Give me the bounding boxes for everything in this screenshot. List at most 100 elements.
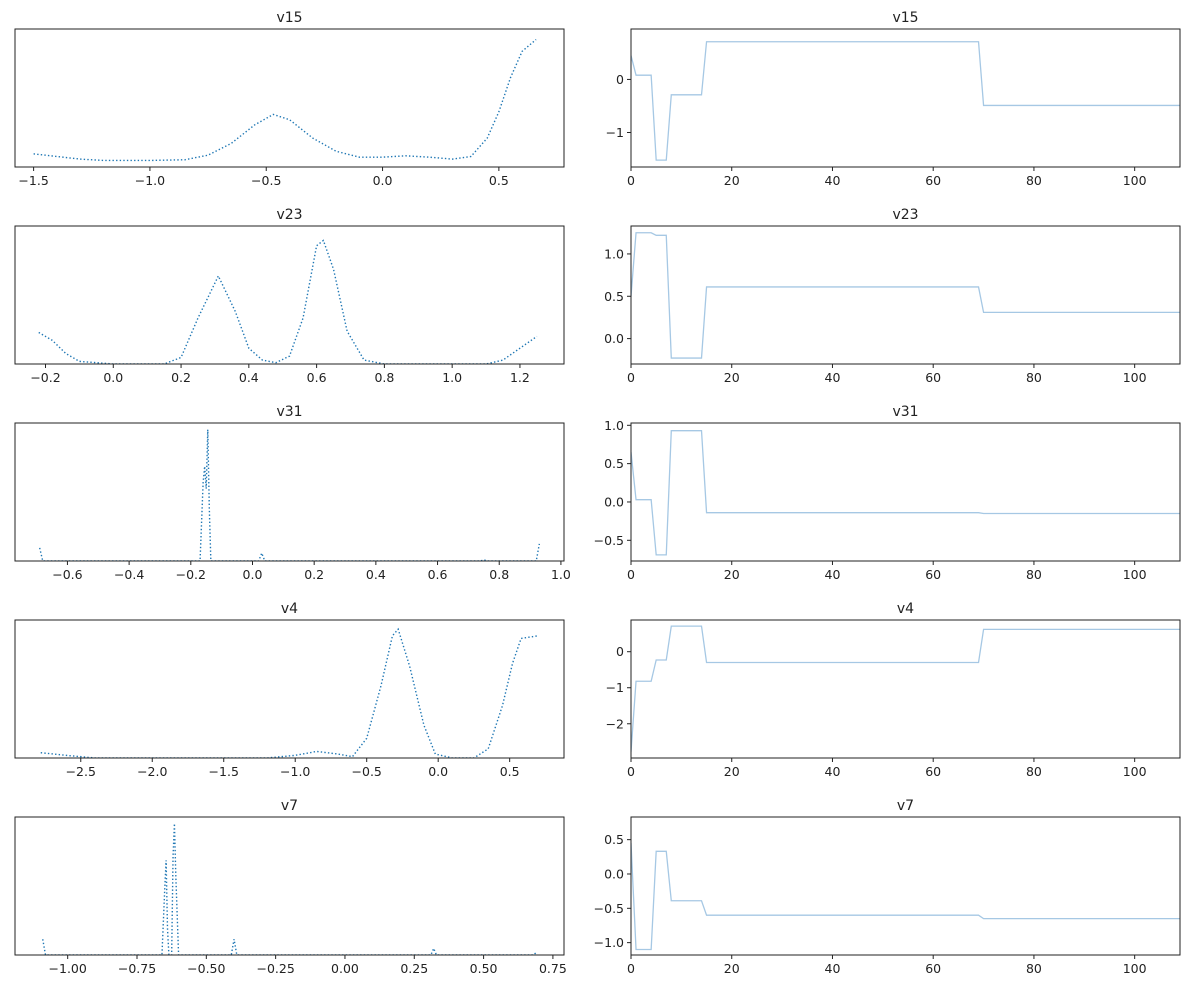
x-tick-label: 80 bbox=[1026, 764, 1042, 779]
y-tick-label: −1 bbox=[606, 125, 624, 140]
x-tick-label: 0.50 bbox=[470, 961, 498, 976]
x-tick-label: 0.2 bbox=[304, 567, 324, 582]
axes-frame bbox=[14, 816, 565, 956]
x-tick-label: 0.0 bbox=[428, 764, 448, 779]
subplot-title: v23 bbox=[892, 207, 918, 223]
x-tick-label: 1.2 bbox=[510, 370, 530, 385]
y-tick-label: 0.0 bbox=[604, 331, 624, 346]
x-tick-label: 1.0 bbox=[551, 567, 571, 582]
subplot-title: v7 bbox=[281, 798, 298, 814]
axes-frame bbox=[630, 619, 1181, 759]
kde-line bbox=[38, 429, 541, 561]
axes-frame bbox=[14, 225, 565, 365]
y-tick-label: 1.0 bbox=[604, 246, 624, 261]
x-tick-label: 40 bbox=[825, 370, 841, 385]
subplot-v23-trace: v23 0 20 40 60 80 100 1.0 0.5 0.0 bbox=[604, 207, 1181, 385]
x-tick-label: 60 bbox=[925, 567, 941, 582]
y-tick-label: 0.5 bbox=[604, 289, 624, 304]
x-tick-label: 20 bbox=[724, 370, 740, 385]
x-tick-label: −0.75 bbox=[118, 961, 156, 976]
subplot-v7-trace: v7 0 20 40 60 80 100 0.5 0.0 −0.5 −1.0 bbox=[594, 798, 1181, 976]
y-tick-label: 0.0 bbox=[604, 494, 624, 509]
kde-line bbox=[38, 239, 538, 364]
x-tick-label: 0 bbox=[627, 961, 635, 976]
subplot-v31-density: v31 −0.6 −0.4 −0.2 0.0 0.2 0.4 0.6 0.8 1.0 bbox=[14, 404, 571, 582]
x-tick-label: −0.25 bbox=[256, 961, 294, 976]
subplot-title: v4 bbox=[897, 601, 914, 617]
x-tick-label: 80 bbox=[1026, 370, 1042, 385]
y-tick-label: 0.5 bbox=[604, 456, 624, 471]
x-tick-label: −0.2 bbox=[30, 370, 60, 385]
x-tick-label: 40 bbox=[825, 961, 841, 976]
trace-line bbox=[631, 843, 1180, 951]
x-tick-label: −1.00 bbox=[49, 961, 87, 976]
x-tick-label: 100 bbox=[1123, 764, 1147, 779]
x-tick-label: 100 bbox=[1123, 961, 1147, 976]
x-tick-label: 80 bbox=[1026, 173, 1042, 188]
x-tick-label: −1.5 bbox=[209, 764, 239, 779]
x-tick-label: 0 bbox=[627, 173, 635, 188]
x-tick-label: 20 bbox=[724, 173, 740, 188]
x-tick-label: −1.0 bbox=[135, 173, 165, 188]
trace-line bbox=[631, 430, 1180, 556]
subplot-title: v31 bbox=[892, 404, 918, 420]
x-tick-label: 0 bbox=[627, 764, 635, 779]
y-tick-label: 0.5 bbox=[604, 832, 624, 847]
y-tick-label: −1.0 bbox=[594, 935, 624, 950]
x-tick-label: 40 bbox=[825, 173, 841, 188]
x-tick-label: 0.5 bbox=[489, 173, 509, 188]
x-tick-label: 40 bbox=[825, 567, 841, 582]
x-tick-label: 40 bbox=[825, 764, 841, 779]
subplot-v15-density: v15 −1.5 −1.0 −0.5 0.0 0.5 bbox=[14, 10, 565, 188]
x-tick-label: 60 bbox=[925, 173, 941, 188]
x-tick-label: 0.00 bbox=[331, 961, 359, 976]
x-tick-label: −2.5 bbox=[66, 764, 96, 779]
x-tick-label: 0 bbox=[627, 567, 635, 582]
subplot-v4-trace: v4 0 20 40 60 80 100 0 −1 −2 bbox=[606, 601, 1181, 779]
x-tick-label: 0.25 bbox=[400, 961, 428, 976]
x-tick-label: 20 bbox=[724, 567, 740, 582]
x-tick-label: −1.0 bbox=[280, 764, 310, 779]
subplot-title: v31 bbox=[276, 404, 302, 420]
subplot-v23-density: v23 −0.2 0.0 0.2 0.4 0.6 0.8 1.0 1.2 bbox=[14, 207, 565, 385]
x-tick-label: 60 bbox=[925, 370, 941, 385]
axes-frame bbox=[14, 28, 565, 168]
y-tick-label: −2 bbox=[606, 716, 624, 731]
axes-frame bbox=[630, 422, 1181, 562]
x-tick-label: 0.0 bbox=[373, 173, 393, 188]
x-tick-label: −0.2 bbox=[176, 567, 206, 582]
x-tick-label: 0 bbox=[627, 370, 635, 385]
x-tick-label: 80 bbox=[1026, 567, 1042, 582]
x-tick-label: 0.2 bbox=[171, 370, 191, 385]
x-tick-label: −0.4 bbox=[114, 567, 144, 582]
y-tick-label: −0.5 bbox=[594, 901, 624, 916]
trace-line bbox=[631, 232, 1180, 359]
y-tick-label: 1.0 bbox=[604, 418, 624, 433]
y-tick-label: 0 bbox=[616, 644, 624, 659]
x-tick-label: 0.6 bbox=[428, 567, 448, 582]
axes-frame bbox=[14, 422, 565, 562]
x-tick-label: 80 bbox=[1026, 961, 1042, 976]
axes-frame bbox=[14, 619, 565, 759]
x-tick-label: −0.6 bbox=[52, 567, 82, 582]
y-tick-label: 0.0 bbox=[604, 866, 624, 881]
x-tick-label: −0.5 bbox=[352, 764, 382, 779]
kde-line bbox=[33, 38, 537, 162]
x-tick-label: 0.5 bbox=[500, 764, 520, 779]
x-tick-label: 100 bbox=[1123, 370, 1147, 385]
subplot-title: v7 bbox=[897, 798, 914, 814]
axes-frame bbox=[630, 28, 1181, 168]
x-tick-label: 1.0 bbox=[442, 370, 462, 385]
axes-frame bbox=[630, 225, 1181, 365]
x-tick-label: 60 bbox=[925, 961, 941, 976]
subplot-v15-trace: v15 0 20 40 60 80 100 0 −1 bbox=[606, 10, 1181, 188]
x-tick-label: 0.8 bbox=[489, 567, 509, 582]
y-tick-label: −0.5 bbox=[594, 533, 624, 548]
x-tick-label: −0.5 bbox=[251, 173, 281, 188]
subplot-title: v4 bbox=[281, 601, 298, 617]
x-tick-label: 60 bbox=[925, 764, 941, 779]
subplot-title: v15 bbox=[276, 10, 302, 26]
x-tick-label: 0.75 bbox=[539, 961, 567, 976]
kde-line bbox=[42, 823, 537, 955]
